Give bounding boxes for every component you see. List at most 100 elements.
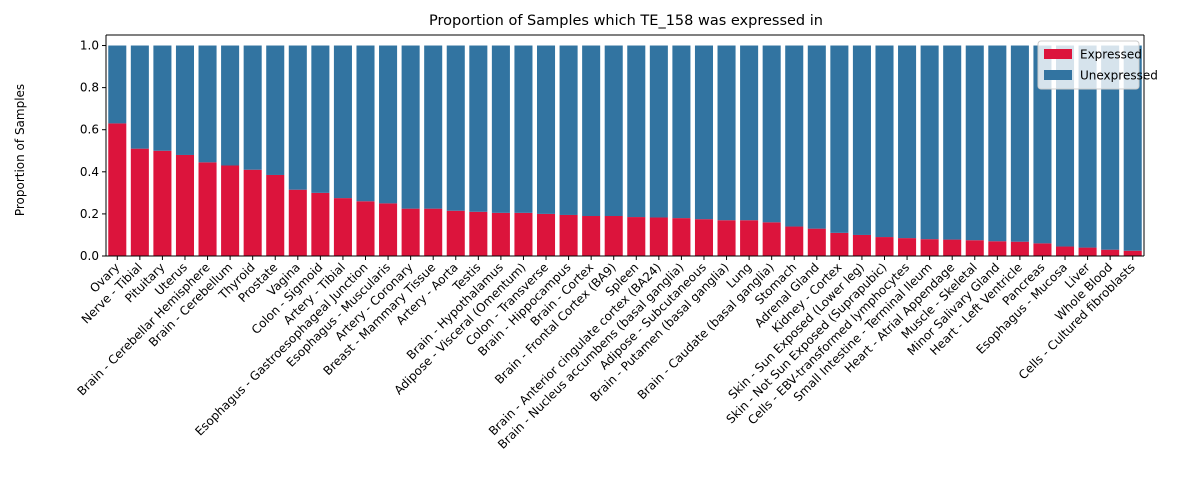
bar-unexpressed-29: [762, 45, 781, 223]
y-tick-label: 0.6: [80, 123, 99, 137]
bar-unexpressed-16: [469, 45, 488, 212]
bar-expressed-38: [965, 240, 984, 256]
bar-unexpressed-11: [356, 45, 375, 202]
bar-unexpressed-31: [807, 45, 826, 229]
legend-swatch-unexpressed: [1044, 70, 1072, 80]
bar-unexpressed-24: [649, 45, 668, 218]
bar-expressed-22: [604, 216, 623, 256]
bar-expressed-21: [582, 216, 601, 256]
bar-unexpressed-42: [1055, 45, 1075, 247]
bar-expressed-30: [785, 226, 804, 256]
bar-expressed-7: [266, 174, 285, 256]
bar-expressed-24: [649, 217, 668, 256]
bar-unexpressed-18: [514, 45, 533, 213]
bar-unexpressed-0: [108, 45, 127, 124]
bar-unexpressed-19: [536, 45, 556, 214]
bar-expressed-18: [514, 212, 533, 256]
bar-unexpressed-12: [379, 45, 398, 204]
bar-unexpressed-2: [153, 45, 172, 151]
bar-unexpressed-5: [221, 45, 240, 166]
bar-unexpressed-45: [1123, 45, 1142, 251]
bar-unexpressed-6: [243, 45, 262, 170]
bar-expressed-33: [852, 234, 871, 256]
bar-unexpressed-36: [920, 45, 939, 240]
bar-expressed-16: [469, 211, 488, 256]
bar-expressed-39: [988, 241, 1007, 256]
bar-unexpressed-27: [717, 45, 736, 221]
bar-expressed-1: [130, 148, 149, 256]
chart-title: Proportion of Samples which TE_158 was e…: [429, 13, 823, 29]
bar-unexpressed-43: [1078, 45, 1097, 248]
y-tick-label: 1.0: [80, 39, 99, 53]
bar-expressed-28: [740, 220, 759, 256]
bar-expressed-15: [446, 210, 465, 256]
bar-expressed-5: [221, 165, 240, 256]
bar-unexpressed-30: [785, 45, 804, 227]
bar-expressed-27: [717, 220, 736, 256]
bar-unexpressed-7: [266, 45, 285, 175]
bar-expressed-26: [694, 219, 714, 256]
bar-unexpressed-41: [1033, 45, 1052, 244]
bar-unexpressed-21: [582, 45, 601, 217]
bar-expressed-9: [311, 192, 330, 256]
bar-expressed-8: [288, 189, 307, 256]
bar-unexpressed-44: [1101, 45, 1120, 250]
bar-expressed-14: [424, 208, 443, 256]
legend-label-expressed: Expressed: [1080, 48, 1142, 62]
bar-unexpressed-1: [130, 45, 149, 149]
bar-expressed-17: [491, 212, 510, 256]
bar-unexpressed-4: [198, 45, 217, 163]
bar-expressed-12: [379, 203, 398, 256]
legend-swatch-expressed: [1044, 49, 1072, 59]
bar-expressed-36: [920, 239, 939, 256]
y-tick-label: 0.0: [80, 249, 99, 263]
bar-expressed-44: [1101, 249, 1120, 256]
bar-expressed-35: [898, 238, 917, 256]
legend-label-unexpressed: Unexpressed: [1080, 69, 1158, 83]
bars-group: [108, 45, 1142, 257]
bar-unexpressed-3: [175, 45, 195, 155]
bar-unexpressed-22: [604, 45, 623, 217]
bar-expressed-2: [153, 150, 172, 256]
bar-expressed-25: [672, 218, 691, 256]
legend: Expressed Unexpressed: [1037, 40, 1158, 90]
bar-expressed-4: [198, 162, 217, 256]
bar-unexpressed-14: [424, 45, 443, 209]
bar-unexpressed-20: [559, 45, 578, 215]
y-tick-label: 0.2: [80, 207, 99, 221]
bar-expressed-13: [401, 208, 420, 256]
bar-unexpressed-37: [943, 45, 962, 240]
bar-unexpressed-23: [627, 45, 646, 218]
bar-expressed-45: [1123, 250, 1142, 256]
bar-unexpressed-8: [288, 45, 307, 190]
bar-unexpressed-34: [875, 45, 894, 238]
bar-expressed-42: [1055, 246, 1075, 256]
bar-unexpressed-33: [852, 45, 871, 235]
bar-expressed-40: [1010, 241, 1029, 256]
bar-expressed-20: [559, 214, 578, 256]
axes-group: [105, 34, 1145, 257]
y-tick-label: 0.4: [80, 165, 99, 179]
bar-unexpressed-38: [965, 45, 984, 241]
bar-unexpressed-32: [830, 45, 849, 233]
bar-unexpressed-9: [311, 45, 330, 193]
bar-expressed-34: [875, 237, 894, 256]
y-tick-label: 0.8: [80, 81, 99, 95]
bar-expressed-32: [830, 232, 849, 256]
bar-expressed-19: [536, 213, 556, 256]
bar-expressed-43: [1078, 247, 1097, 256]
bar-expressed-23: [627, 217, 646, 256]
bar-unexpressed-13: [401, 45, 420, 209]
bar-unexpressed-17: [491, 45, 510, 213]
bar-unexpressed-25: [672, 45, 691, 219]
bar-expressed-6: [243, 169, 262, 256]
bar-expressed-41: [1033, 243, 1052, 256]
bar-unexpressed-28: [740, 45, 759, 221]
bar-expressed-10: [333, 198, 352, 256]
bar-expressed-0: [108, 123, 127, 257]
bar-unexpressed-39: [988, 45, 1007, 242]
bar-expressed-31: [807, 228, 826, 256]
y-axis-label: Proportion of Samples: [13, 84, 27, 216]
